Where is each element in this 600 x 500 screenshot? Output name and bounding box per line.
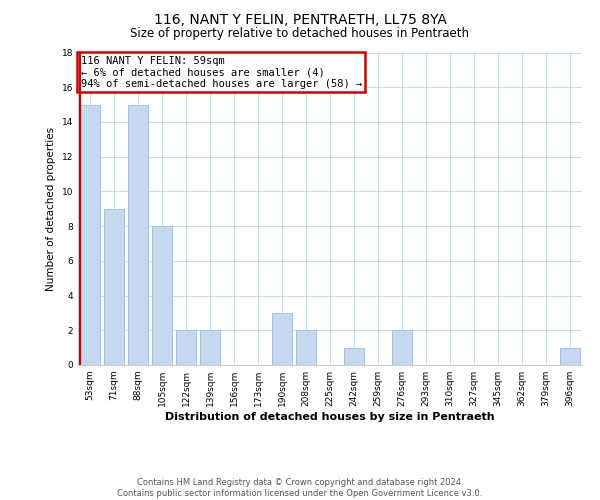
Bar: [200, 330, 220, 365]
Bar: [152, 226, 172, 365]
Text: Contains HM Land Registry data © Crown copyright and database right 2024.
Contai: Contains HM Land Registry data © Crown c…: [118, 478, 482, 498]
Text: 116, NANT Y FELIN, PENTRAETH, LL75 8YA: 116, NANT Y FELIN, PENTRAETH, LL75 8YA: [154, 12, 446, 26]
Text: Size of property relative to detached houses in Pentraeth: Size of property relative to detached ho…: [131, 28, 470, 40]
Bar: [392, 330, 412, 365]
Bar: [344, 348, 364, 365]
X-axis label: Distribution of detached houses by size in Pentraeth: Distribution of detached houses by size …: [165, 412, 495, 422]
Y-axis label: Number of detached properties: Number of detached properties: [46, 126, 56, 291]
Bar: [128, 104, 148, 365]
Bar: [296, 330, 316, 365]
Bar: [104, 209, 124, 365]
Bar: [560, 348, 580, 365]
Bar: [176, 330, 196, 365]
Bar: [272, 313, 292, 365]
Text: 116 NANT Y FELIN: 59sqm
← 6% of detached houses are smaller (4)
94% of semi-deta: 116 NANT Y FELIN: 59sqm ← 6% of detached…: [80, 56, 362, 89]
Bar: [80, 104, 100, 365]
